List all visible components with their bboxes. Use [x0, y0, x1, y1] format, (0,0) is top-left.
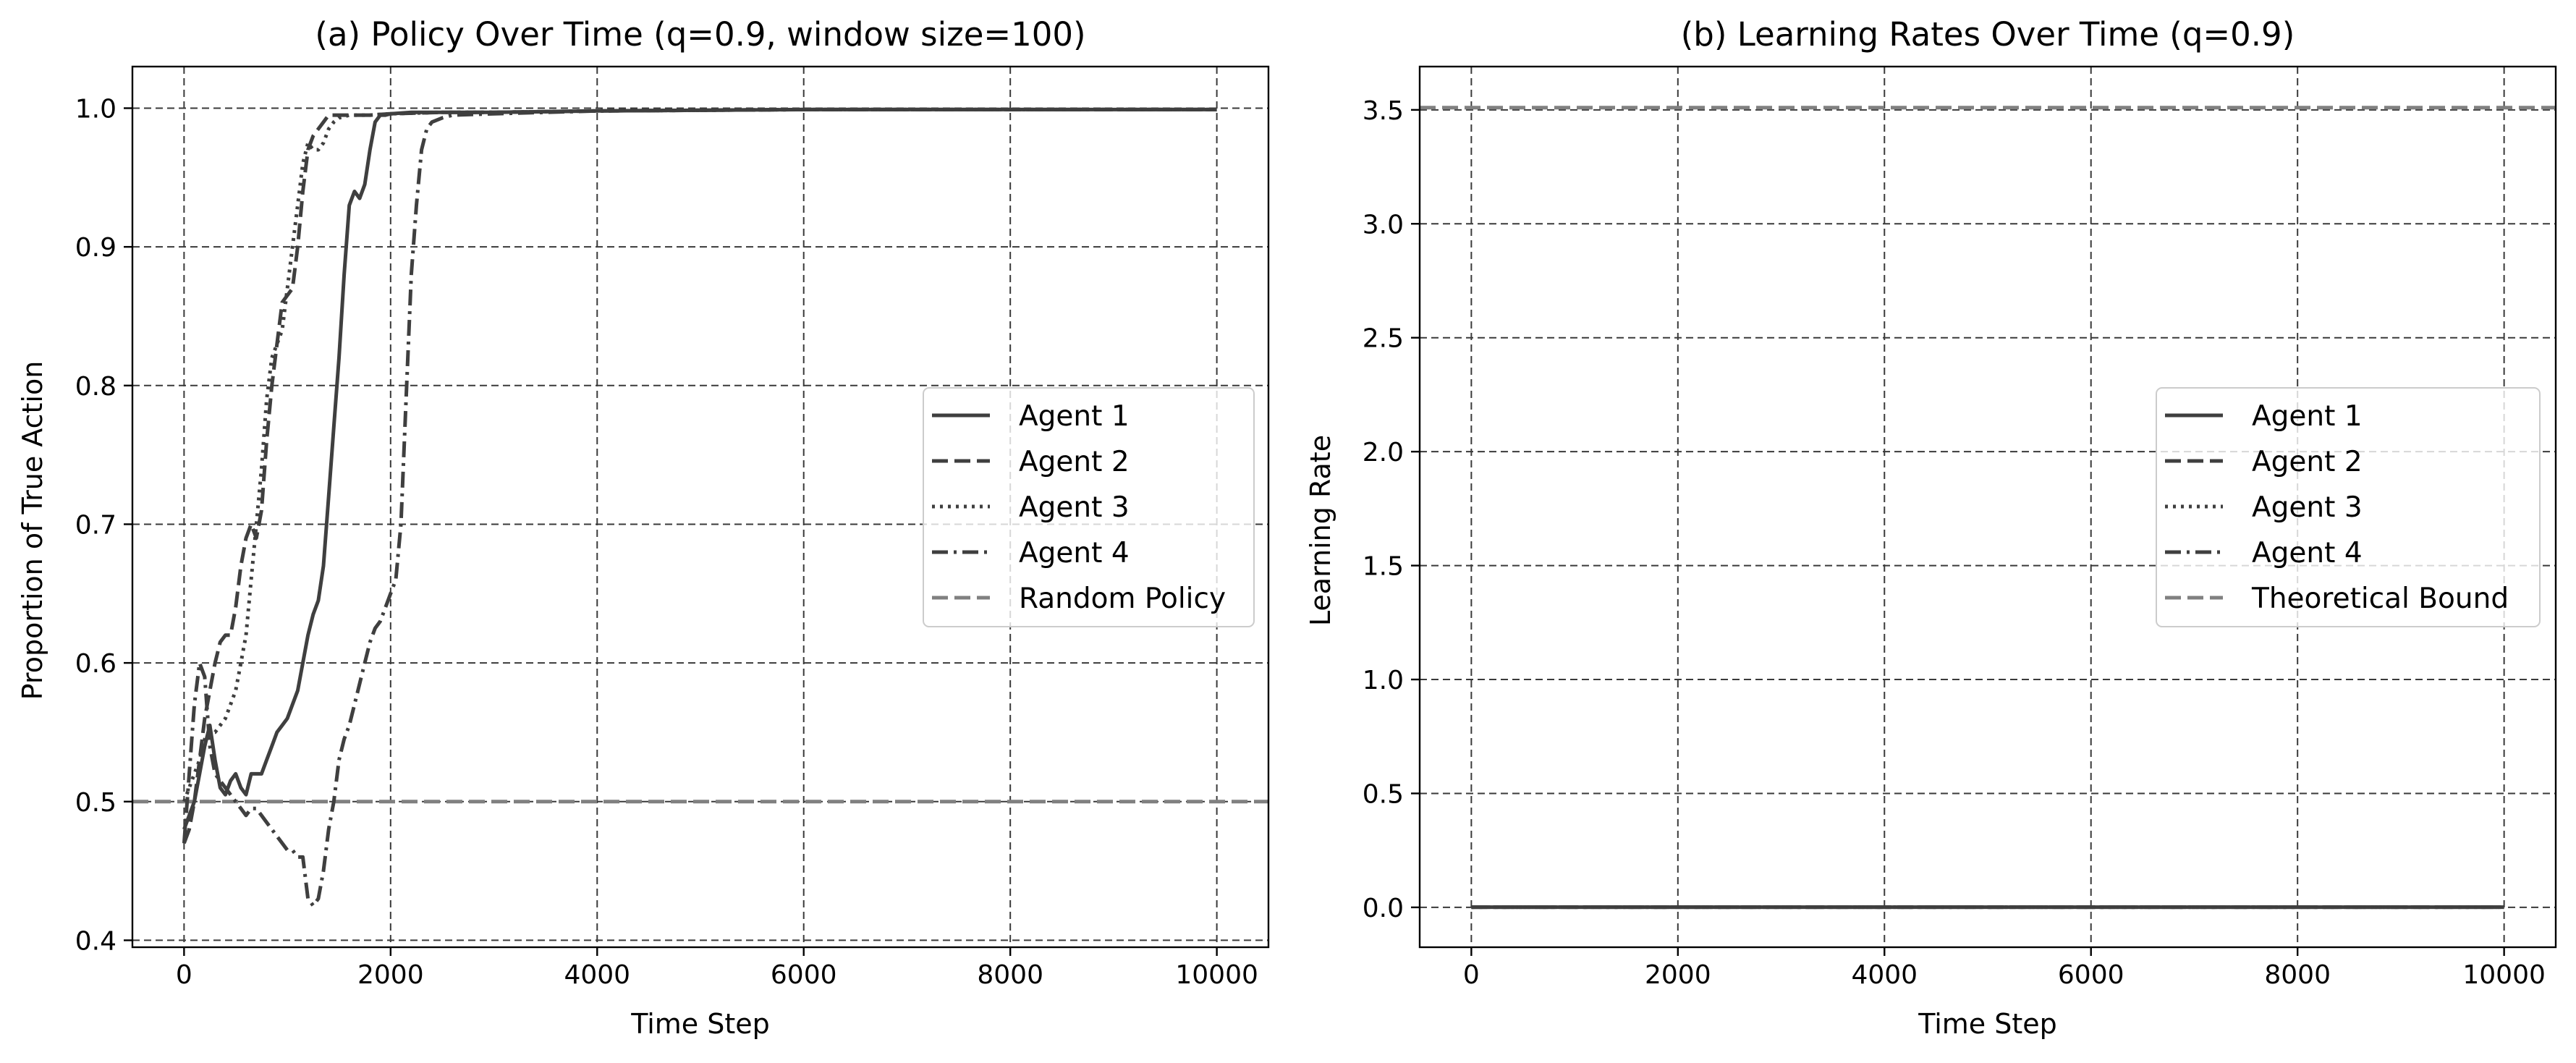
- plot-area-frame: [131, 65, 1270, 949]
- legend-box: [923, 387, 1255, 627]
- legend: Agent 1 Agent 2 Agent 3 Agent 4 Theoretical …: [2156, 387, 2541, 627]
- series-line-agent-4: [182, 107, 1217, 907]
- y-tick-label: 1.0: [1363, 666, 1404, 695]
- x-tick-label: 6000: [2058, 960, 2124, 990]
- legend-label: Agent 1: [1019, 400, 1130, 433]
- y-tick-label: 0.5: [1363, 779, 1404, 809]
- y-axis-label: Proportion of True Action: [17, 361, 48, 700]
- y-tick-label: 0.0: [1363, 894, 1404, 923]
- y-tick-label: 0.8: [75, 372, 116, 402]
- legend-label: Random Policy: [1019, 583, 1226, 615]
- series-line-agent-3: [182, 107, 1217, 802]
- x-axis-label: Time Step: [1918, 1008, 2057, 1040]
- y-axis-label: Learning Rate: [1305, 435, 1336, 626]
- x-tick-label: 0: [1463, 960, 1480, 990]
- y-tick-label: 3.5: [1363, 96, 1404, 126]
- legend-label: Agent 2: [1019, 446, 1130, 478]
- x-tick-label: 8000: [977, 960, 1043, 990]
- y-tick-label: 2.0: [1363, 438, 1404, 467]
- chart-title: (a) Policy Over Time (q=0.9, window size…: [315, 15, 1085, 54]
- legend-label: Agent 2: [2252, 446, 2363, 478]
- legend: Agent 1 Agent 2 Agent 3 Agent 4 Random Polic…: [923, 387, 1255, 627]
- legend-label: Theoretical Bound: [2251, 583, 2509, 615]
- x-tick-label: 4000: [1851, 960, 1918, 990]
- x-tick-label: 6000: [771, 960, 837, 990]
- y-tick-label: 2.5: [1363, 324, 1404, 354]
- learning-rate-chart-panel: (b) Learning Rates Over Time (q=0.9) Tim…: [1305, 15, 2557, 1040]
- legend-label: Agent 3: [2252, 491, 2363, 524]
- x-tick-label: 10000: [1175, 960, 1258, 990]
- y-tick-label: 0.7: [75, 510, 116, 540]
- y-tick-label: 0.6: [75, 649, 116, 679]
- legend-label: Agent 1: [2252, 400, 2363, 433]
- y-tick-label: 3.0: [1363, 210, 1404, 240]
- y-tick-label: 0.4: [75, 926, 116, 956]
- y-tick-label: 0.5: [75, 788, 116, 818]
- x-tick-label: 8000: [2264, 960, 2331, 990]
- y-tick-label: 1.0: [75, 94, 116, 124]
- x-tick-label: 4000: [564, 960, 630, 990]
- plot-area-frame: [1418, 65, 2557, 949]
- policy-chart-panel: (a) Policy Over Time (q=0.9, window size…: [17, 15, 1270, 1040]
- x-axis-label: Time Step: [630, 1008, 770, 1040]
- y-tick-label: 0.9: [75, 233, 116, 263]
- legend-label: Agent 4: [2252, 537, 2363, 569]
- chart-title: (b) Learning Rates Over Time (q=0.9): [1681, 15, 2295, 54]
- y-tick-label: 1.5: [1363, 552, 1404, 582]
- legend-box: [2156, 387, 2541, 627]
- x-tick-label: 2000: [357, 960, 424, 990]
- x-tick-label: 0: [176, 960, 192, 990]
- x-tick-label: 10000: [2462, 960, 2546, 990]
- x-tick-label: 2000: [1645, 960, 1711, 990]
- legend-label: Agent 4: [1019, 537, 1130, 569]
- legend-label: Agent 3: [1019, 491, 1130, 524]
